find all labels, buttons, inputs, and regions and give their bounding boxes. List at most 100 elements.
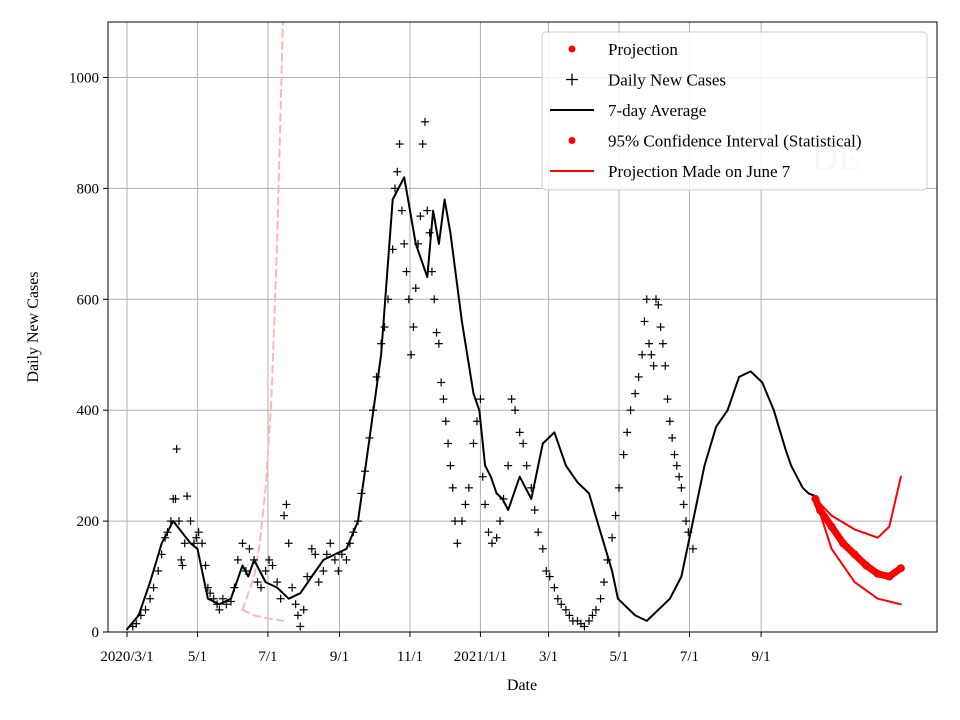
daily-case-point [504, 461, 513, 470]
daily-case-point [507, 395, 516, 404]
x-axis-title: Date [507, 677, 537, 694]
daily-cases-scatter [128, 117, 697, 631]
daily-case-point [427, 267, 436, 276]
daily-case-point [342, 555, 351, 564]
daily-case-point [177, 555, 186, 564]
daily-case-point [608, 533, 617, 542]
daily-case-point [238, 539, 247, 548]
x-tick-label: 9/1 [330, 649, 349, 665]
y-tick-label: 800 [77, 181, 100, 197]
projection-point [862, 561, 871, 570]
daily-case-point [668, 433, 677, 442]
daily-case-point [553, 594, 562, 603]
daily-case-point [261, 567, 270, 576]
daily-case-point [334, 567, 343, 576]
june7-projection-line-1 [241, 608, 284, 622]
daily-case-point [658, 339, 667, 348]
daily-case-point [561, 605, 570, 614]
daily-case-point [416, 212, 425, 221]
x-tick-label: 5/1 [188, 649, 207, 665]
x-axis-ticks: 2020/3/1 5/1 7/1 9/1 11/1 2021/1/1 3/1 5/1 7/1 9/… [100, 632, 771, 665]
daily-case-point [319, 567, 328, 576]
projection-point [850, 550, 859, 559]
daily-case-point [407, 350, 416, 359]
x-tick-label: 2020/3/1 [100, 649, 153, 665]
daily-case-point [172, 445, 181, 454]
daily-case-point [647, 350, 656, 359]
daily-case-point [451, 517, 460, 526]
daily-case-point [288, 583, 297, 592]
daily-case-point [478, 472, 487, 481]
daily-case-point [611, 511, 620, 520]
daily-case-point [651, 295, 660, 304]
y-tick-label: 600 [77, 292, 100, 308]
daily-case-point [588, 611, 597, 620]
legend-entry: Projection [568, 40, 678, 59]
daily-case-point [645, 339, 654, 348]
daily-case-point [661, 361, 670, 370]
daily-case-point [132, 619, 141, 628]
legend-label: 7-day Average [608, 101, 706, 120]
projection-point [885, 572, 894, 581]
daily-case-point [670, 450, 679, 459]
daily-case-point [591, 605, 600, 614]
x-tick-label: 9/1 [752, 649, 771, 665]
daily-case-point [496, 517, 505, 526]
daily-case-point [640, 317, 649, 326]
daily-case-point [282, 500, 291, 509]
daily-case-point [171, 494, 180, 503]
daily-case-point [330, 555, 339, 564]
daily-case-point [444, 439, 453, 448]
daily-case-point [253, 578, 262, 587]
daily-case-point [192, 533, 201, 542]
projection-point [896, 564, 905, 573]
legend-label: 95% Confidence Interval (Statistical) [608, 132, 862, 151]
daily-case-point [437, 378, 446, 387]
daily-case-point [434, 339, 443, 348]
projection-group [811, 475, 905, 606]
legend-entry: Daily New Cases [566, 71, 726, 90]
daily-case-point [542, 567, 551, 576]
daily-case-point [565, 611, 574, 620]
daily-case-point [623, 428, 632, 437]
daily-case-point [276, 594, 285, 603]
daily-case-point [201, 561, 210, 570]
daily-case-point [545, 572, 554, 581]
daily-case-point [420, 117, 429, 126]
daily-case-point [672, 461, 681, 470]
daily-case-point [481, 500, 490, 509]
legend-entry: 7-day Average [550, 101, 706, 120]
confidence-interval-line-1 [814, 497, 902, 606]
daily-case-point [448, 483, 457, 492]
daily-case-point [519, 439, 528, 448]
projection-point [816, 506, 824, 515]
daily-case-point [174, 517, 183, 526]
daily-case-point [654, 300, 663, 309]
june7-projection-line-0 [241, 22, 284, 611]
daily-case-point [439, 395, 448, 404]
daily-case-point [457, 517, 466, 526]
confidence-interval-line-0 [814, 475, 902, 539]
daily-case-point [149, 583, 158, 592]
daily-case-point [600, 578, 609, 587]
legend-dot-marker [568, 45, 576, 53]
daily-case-point [303, 572, 312, 581]
x-tick-label: 7/1 [680, 649, 699, 665]
legend: Projection Daily New Cases 7-day Average 95… [541, 31, 928, 191]
daily-case-point [141, 605, 150, 614]
daily-case-point [580, 622, 589, 631]
daily-case-point [461, 500, 470, 509]
daily-case-point [464, 483, 473, 492]
daily-case-point [522, 461, 531, 470]
legend-entry: Projection Made on June 7 [550, 162, 791, 181]
seven-day-average-line [126, 176, 817, 631]
daily-case-point [688, 544, 697, 553]
daily-case-point [550, 583, 559, 592]
daily-case-point [265, 555, 274, 564]
daily-case-point [393, 167, 402, 176]
daily-case-point [388, 245, 397, 254]
daily-case-point [515, 428, 524, 437]
daily-case-point [511, 406, 520, 415]
daily-case-point [411, 284, 420, 293]
